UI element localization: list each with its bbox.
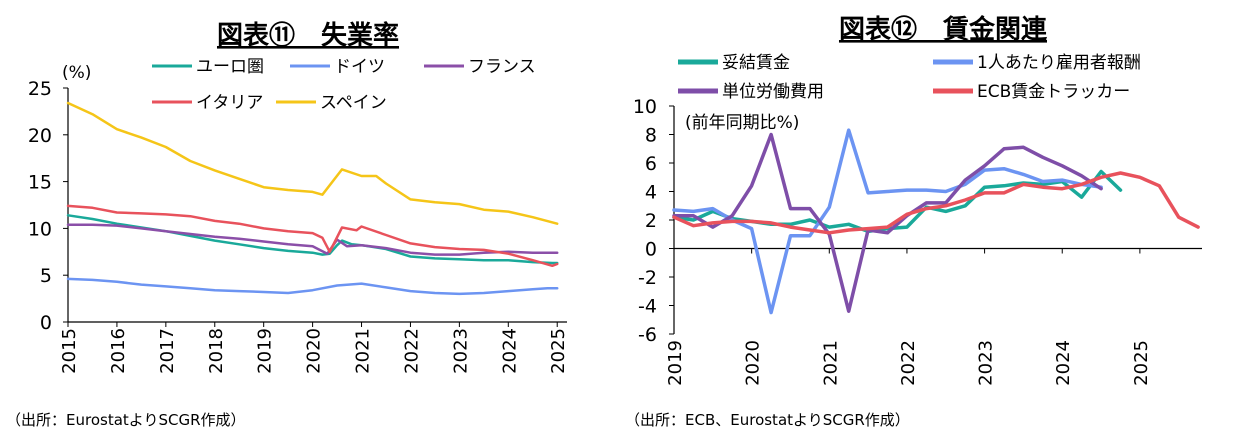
x-tick-label: 2019 xyxy=(665,340,686,386)
y-tick-label: 10 xyxy=(28,218,52,240)
legend-label: ユーロ圏 xyxy=(196,57,264,77)
series-line xyxy=(672,128,1103,315)
legend-label: 1人あたり雇用者報酬 xyxy=(977,53,1141,73)
x-tick-label: 2025 xyxy=(548,328,569,374)
series-line xyxy=(672,132,1103,313)
y-tick-label: 25 xyxy=(28,78,52,100)
y-tick-label: 10 xyxy=(633,96,657,118)
x-tick-label: 2019 xyxy=(255,328,276,374)
x-tick-label: 2020 xyxy=(304,328,325,374)
y-tick-label: 0 xyxy=(645,239,657,261)
y-tick-label: -4 xyxy=(638,296,657,318)
x-tick-label: 2025 xyxy=(1131,340,1152,386)
source-note: （出所：ECB、EurostatよりSCGR作成） xyxy=(625,411,910,429)
legend-label: ドイツ xyxy=(334,57,385,77)
y-tick-label: 8 xyxy=(645,125,657,147)
legend-label: ECB賃金トラッカー xyxy=(977,82,1130,102)
x-tick-label: 2024 xyxy=(1053,340,1074,386)
source-note: （出所：EurostatよりSCGR作成） xyxy=(6,411,246,429)
y-tick-label: 6 xyxy=(645,153,657,175)
y-tick-label: -2 xyxy=(638,267,657,289)
x-tick-label: 2016 xyxy=(108,328,129,374)
x-tick-label: 2018 xyxy=(206,328,227,374)
x-tick-label: 2017 xyxy=(157,328,178,374)
chart-title: 図表⑪ 失業率 xyxy=(217,20,399,51)
series-line xyxy=(672,171,1200,235)
series-line xyxy=(66,101,559,225)
y-tick-label: 4 xyxy=(645,182,657,204)
legend-label: 単位労働費用 xyxy=(722,82,824,102)
series-line xyxy=(66,204,559,268)
series-line xyxy=(66,223,559,256)
legend-label: イタリア xyxy=(196,93,263,113)
x-tick-label: 2020 xyxy=(743,340,764,386)
x-tick-label: 2024 xyxy=(499,328,520,374)
series-line xyxy=(66,214,559,265)
x-tick-label: 2015 xyxy=(59,328,80,374)
y-tick-label: -6 xyxy=(638,324,657,346)
legend-label: フランス xyxy=(468,57,536,77)
x-tick-label: 2022 xyxy=(898,340,919,386)
unit-label: (%) xyxy=(62,63,91,83)
chart-panel-wages: 図表⑫ 賃金関連 (前年同期比%) -6 -4 -2 0 2 4 6 8 10 2019 2020 202… xyxy=(617,0,1234,444)
y-tick-label: 0 xyxy=(40,312,52,334)
wages-chart: 図表⑫ 賃金関連 (前年同期比%) -6 -4 -2 0 2 4 6 8 10 2019 2020 202… xyxy=(633,14,1202,386)
y-tick-label: 20 xyxy=(28,125,52,147)
x-tick-label: 2022 xyxy=(401,328,422,374)
y-tick-label: 5 xyxy=(40,265,52,287)
legend-label: 妥結賃金 xyxy=(722,53,790,73)
y-tick-label: 2 xyxy=(645,210,657,232)
series-line xyxy=(66,277,559,296)
chart-title: 図表⑫ 賃金関連 xyxy=(839,14,1048,45)
unit-label: (前年同期比%) xyxy=(685,113,799,133)
x-tick-label: 2021 xyxy=(353,328,374,374)
chart-panel-unemployment: 図表⑪ 失業率 (%) 0 5 10 15 20 25 2015 2016 2017 2018 2019… xyxy=(0,0,617,444)
x-tick-label: 2021 xyxy=(820,340,841,386)
x-tick-label: 2023 xyxy=(976,340,997,386)
y-tick-label: 15 xyxy=(28,172,52,194)
legend-label: スペイン xyxy=(320,93,387,113)
x-tick-label: 2023 xyxy=(450,328,471,374)
